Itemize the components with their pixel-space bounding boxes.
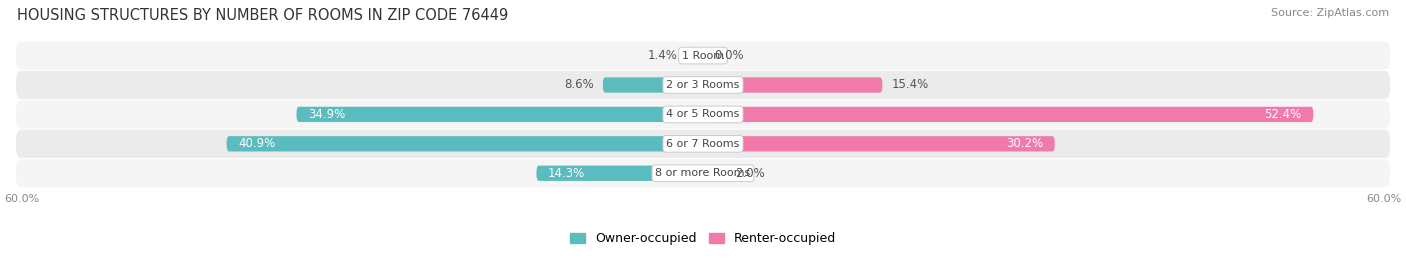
Legend: Owner-occupied, Renter-occupied: Owner-occupied, Renter-occupied (569, 232, 837, 245)
Text: 8 or more Rooms: 8 or more Rooms (655, 168, 751, 178)
Text: 15.4%: 15.4% (891, 79, 929, 91)
Text: 60.0%: 60.0% (1367, 194, 1402, 204)
FancyBboxPatch shape (603, 77, 703, 93)
Text: 40.9%: 40.9% (238, 137, 276, 150)
FancyBboxPatch shape (226, 136, 703, 151)
FancyBboxPatch shape (703, 77, 883, 93)
FancyBboxPatch shape (15, 71, 1391, 99)
FancyBboxPatch shape (297, 107, 703, 122)
FancyBboxPatch shape (15, 100, 1391, 129)
FancyBboxPatch shape (15, 41, 1391, 70)
Text: 60.0%: 60.0% (4, 194, 39, 204)
Text: 2 or 3 Rooms: 2 or 3 Rooms (666, 80, 740, 90)
Text: 52.4%: 52.4% (1264, 108, 1302, 121)
Text: 34.9%: 34.9% (308, 108, 346, 121)
Text: 30.2%: 30.2% (1005, 137, 1043, 150)
Text: 4 or 5 Rooms: 4 or 5 Rooms (666, 109, 740, 119)
FancyBboxPatch shape (703, 107, 1313, 122)
FancyBboxPatch shape (703, 136, 1054, 151)
Text: 6 or 7 Rooms: 6 or 7 Rooms (666, 139, 740, 149)
Text: HOUSING STRUCTURES BY NUMBER OF ROOMS IN ZIP CODE 76449: HOUSING STRUCTURES BY NUMBER OF ROOMS IN… (17, 8, 508, 23)
Text: 1 Room: 1 Room (682, 51, 724, 61)
FancyBboxPatch shape (15, 130, 1391, 158)
Text: 0.0%: 0.0% (714, 49, 744, 62)
Text: Source: ZipAtlas.com: Source: ZipAtlas.com (1271, 8, 1389, 18)
Text: 1.4%: 1.4% (648, 49, 678, 62)
FancyBboxPatch shape (686, 48, 703, 63)
FancyBboxPatch shape (537, 166, 703, 181)
FancyBboxPatch shape (15, 159, 1391, 187)
Text: 2.0%: 2.0% (735, 167, 765, 180)
Text: 8.6%: 8.6% (564, 79, 593, 91)
Text: 14.3%: 14.3% (548, 167, 585, 180)
FancyBboxPatch shape (703, 166, 727, 181)
